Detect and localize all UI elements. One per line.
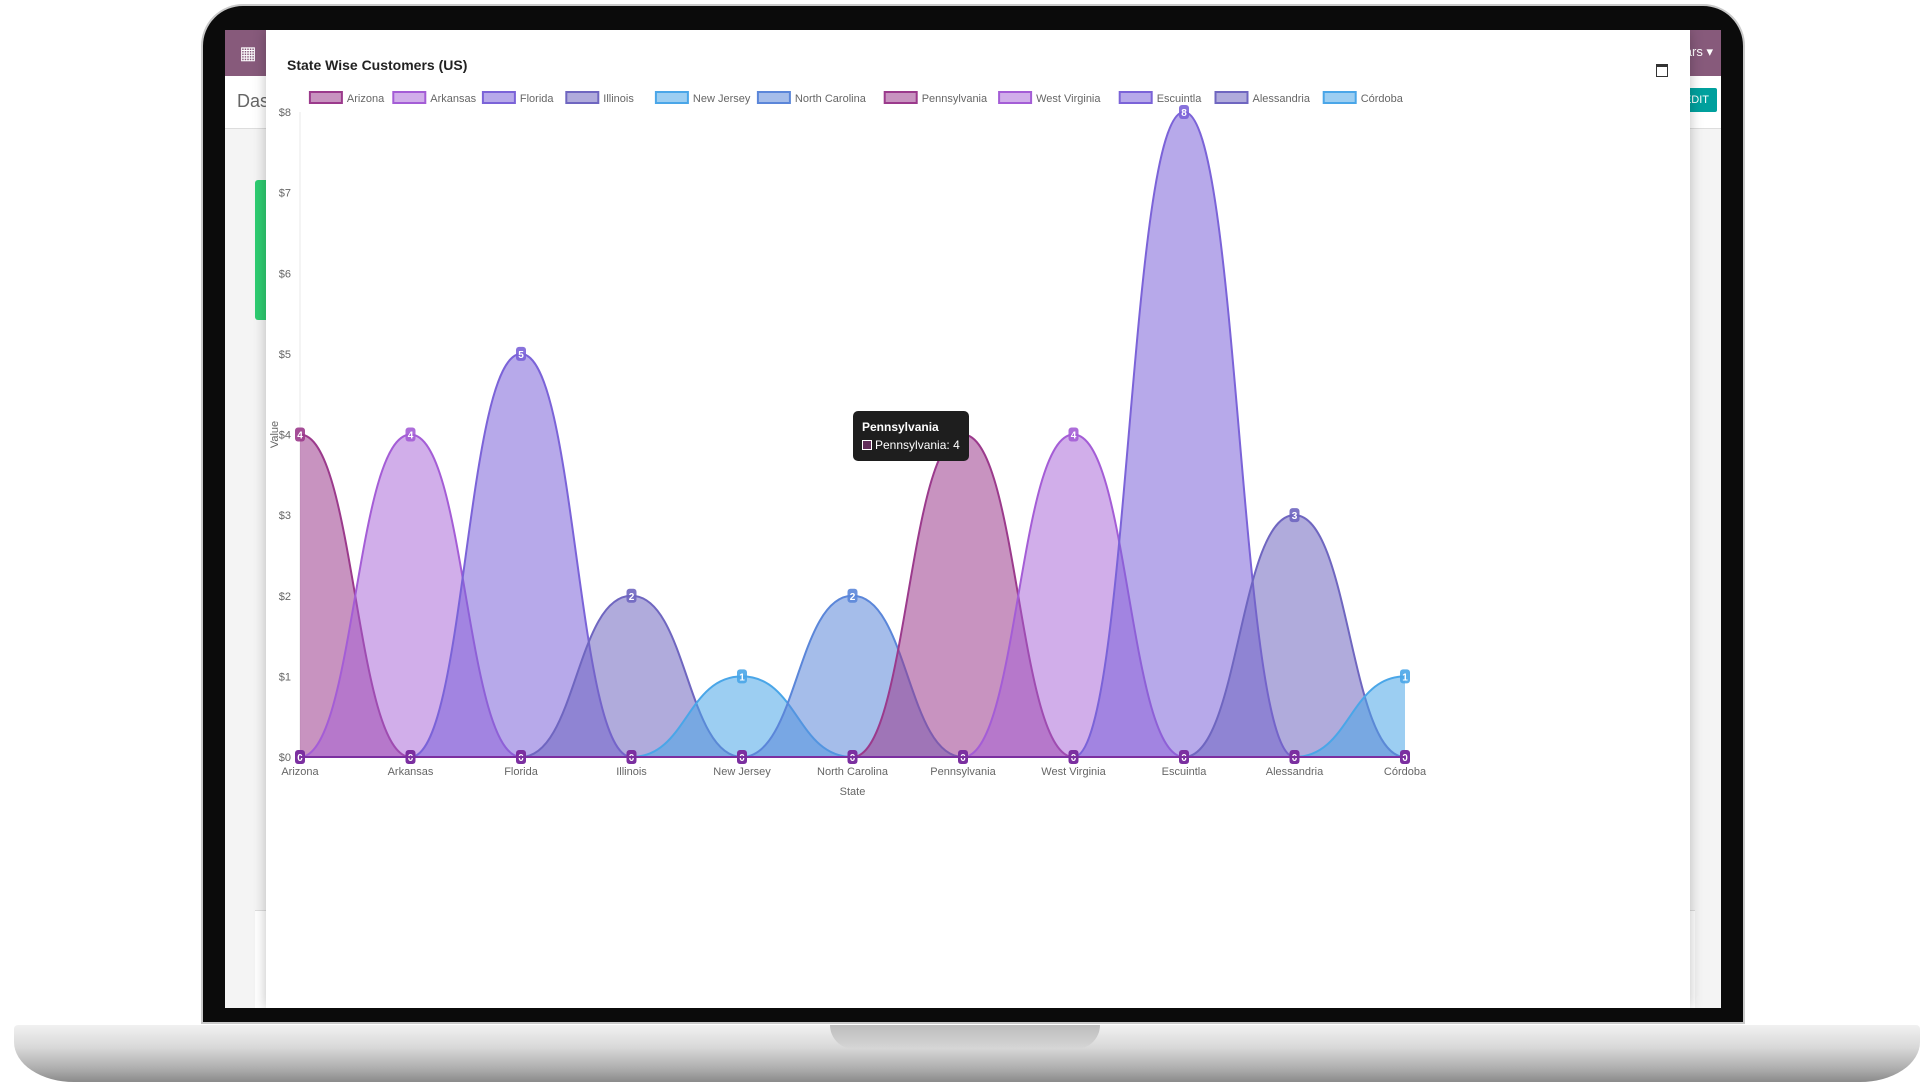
x-tick-label: Pennsylvania — [930, 766, 996, 778]
chart-area: $0 $1 $2 $3 $4 $5 $6 $7 $8 Value 4 0 4 0 5 0 2 0 1 0 2 0 4 0 4 0 8… — [269, 91, 1427, 798]
tooltip-value: 4 — [953, 437, 960, 452]
y-tick-label: $1 — [279, 671, 291, 683]
legend-label: West Virginia — [1036, 93, 1101, 105]
series-area-9 — [300, 515, 1405, 757]
x-tick-label: Arkansas — [388, 766, 434, 778]
zero-label: 0 — [1071, 753, 1077, 764]
data-label: 4 — [408, 431, 414, 442]
legend-swatch — [998, 91, 1033, 104]
legend-label: New Jersey — [693, 93, 751, 105]
zero-label: 0 — [739, 753, 745, 764]
legend-label: Florida — [520, 93, 555, 105]
series-area-3 — [300, 595, 1405, 757]
x-tick-label: Arizona — [281, 766, 319, 778]
series-area-8 — [300, 112, 1405, 757]
series-area-2 — [300, 353, 1405, 757]
data-label-badge — [1289, 508, 1300, 523]
grid-icon: ▦ — [239, 42, 257, 63]
zero-label: 0 — [1292, 753, 1298, 764]
data-label: 5 — [518, 350, 524, 361]
x-tick-label: North Carolina — [817, 766, 889, 778]
legend-swatch — [756, 91, 791, 104]
x-axis-title: State — [840, 786, 866, 798]
data-label: 1 — [1402, 672, 1408, 683]
data-label-badge — [1179, 105, 1189, 119]
legend-label: Arkansas — [430, 93, 476, 105]
data-label-badge — [1068, 427, 1079, 442]
data-label-badge — [405, 427, 416, 442]
apps-menu-button[interactable]: ▦ — [225, 30, 271, 76]
legend-swatch — [392, 91, 427, 104]
zero-label: 0 — [960, 753, 966, 764]
zero-label: 0 — [297, 753, 303, 764]
legend-swatch — [1118, 91, 1153, 104]
y-tick-label: $4 — [279, 430, 291, 442]
chart-modal: State Wise Customers (US) $0 $1 $2 $3 $4 $5 $6… — [266, 30, 1690, 1008]
tooltip-series: Pennsylvania — [875, 437, 947, 452]
data-label-badge — [295, 427, 305, 442]
maximize-icon[interactable] — [1656, 64, 1668, 77]
data-label: 8 — [1181, 108, 1187, 119]
y-tick-label: $8 — [279, 107, 291, 119]
y-axis-title: Value — [269, 421, 281, 448]
legend-swatch — [1322, 91, 1357, 104]
tooltip-row: Pennsylvania: 4 — [862, 436, 960, 454]
data-label-badge — [847, 588, 858, 603]
y-tick-label: $6 — [279, 268, 291, 280]
laptop-screen: ▦ ars ▾ Dashboard EDIT State Wise Custom… — [225, 30, 1721, 1008]
user-menu[interactable]: ars ▾ — [1684, 44, 1713, 59]
y-tick-label: $2 — [279, 591, 291, 603]
data-label-badge — [626, 588, 637, 603]
data-label-badge — [737, 669, 747, 684]
x-tick-label: Escuintla — [1162, 766, 1208, 778]
zero-label: 0 — [1181, 753, 1187, 764]
series-area-1 — [300, 434, 1405, 757]
data-label: 4 — [297, 431, 303, 442]
zero-label: 0 — [629, 753, 635, 764]
chart-tooltip: Pennsylvania Pennsylvania: 4 — [853, 410, 969, 461]
series-area-5 — [300, 595, 1405, 757]
zero-label: 0 — [518, 753, 524, 764]
legend-label: Córdoba — [1361, 93, 1404, 105]
zero-label: 0 — [1402, 753, 1408, 764]
legend-label: North Carolina — [795, 93, 867, 105]
legend-label: Escuintla — [1157, 93, 1203, 105]
legend-label: Arizona — [347, 93, 385, 105]
x-tick-label: Alessandria — [1266, 766, 1324, 778]
x-tick-label: Florida — [504, 766, 539, 778]
legend-label: Pennsylvania — [922, 93, 988, 105]
data-label: 4 — [1071, 431, 1077, 442]
data-label: 2 — [850, 592, 856, 603]
y-tick-label: $0 — [279, 752, 291, 764]
tooltip-swatch — [862, 439, 872, 450]
zero-label: 0 — [850, 753, 856, 764]
zero-label: 0 — [408, 753, 414, 764]
chart-title: State Wise Customers (US) — [287, 57, 468, 73]
x-tick-label: Córdoba — [1384, 766, 1427, 778]
tooltip-title: Pennsylvania — [862, 419, 939, 434]
data-label: 1 — [739, 672, 745, 683]
legend-swatch — [654, 91, 689, 104]
x-tick-label: Illinois — [616, 766, 647, 778]
legend-swatch — [565, 91, 600, 104]
legend-label: Alessandria — [1253, 93, 1311, 105]
data-label: 3 — [1292, 511, 1298, 522]
y-tick-label: $5 — [279, 349, 291, 361]
data-label-badge — [1400, 669, 1410, 684]
data-label: 2 — [629, 592, 635, 603]
laptop-hinge-notch — [830, 1025, 1100, 1049]
legend-label: Illinois — [603, 93, 634, 105]
legend-swatch — [308, 91, 343, 104]
y-tick-label: $3 — [279, 510, 291, 522]
x-tick-label: West Virginia — [1041, 766, 1106, 778]
legend-swatch — [1214, 91, 1249, 104]
legend-swatch — [481, 91, 516, 104]
x-tick-label: New Jersey — [713, 766, 771, 778]
data-label-badge — [516, 346, 526, 361]
legend-swatch — [883, 91, 918, 104]
y-tick-label: $7 — [279, 188, 291, 200]
